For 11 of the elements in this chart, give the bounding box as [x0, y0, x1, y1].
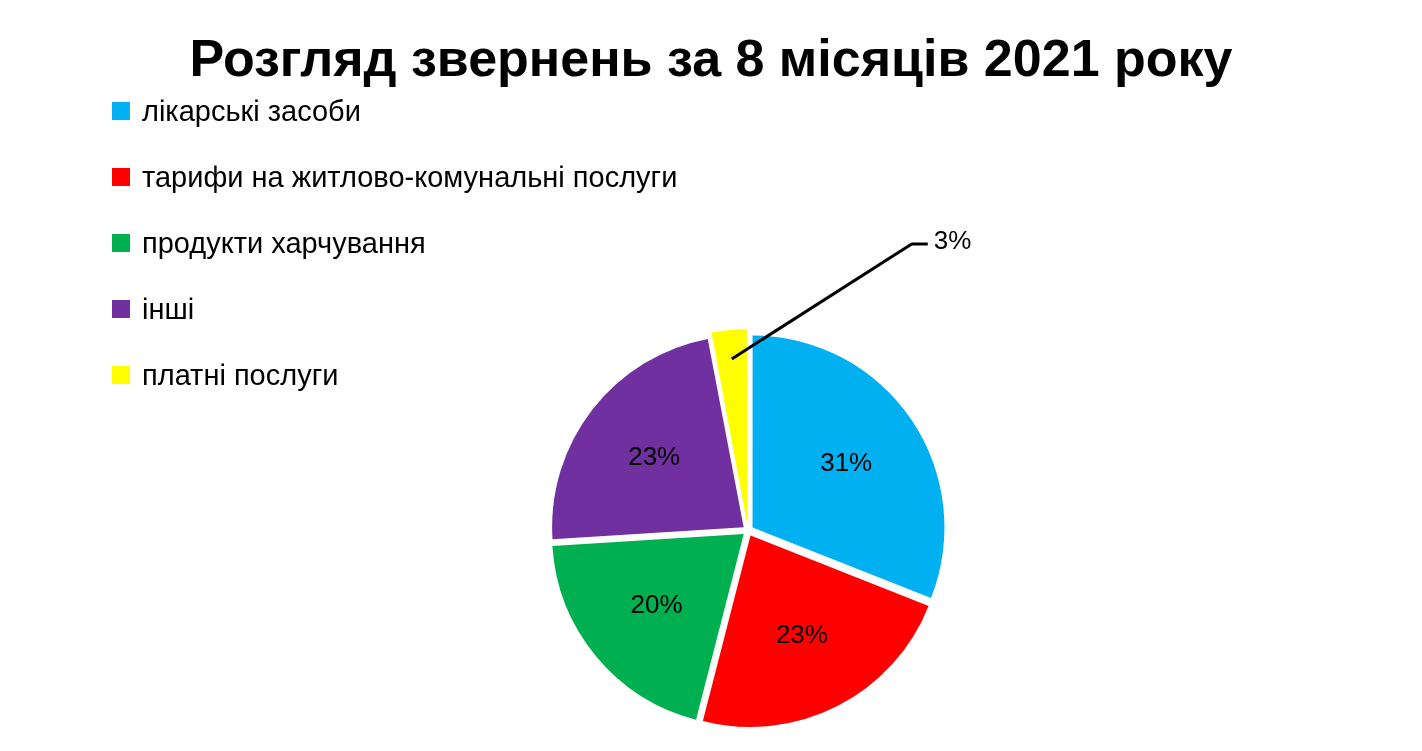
legend-label: продукти харчування	[142, 226, 426, 260]
legend-label: тарифи на житлово-комунальні послуги	[142, 160, 678, 194]
legend-label: платні послуги	[142, 358, 339, 392]
data-label: 23%	[775, 619, 828, 650]
chart-title: Розгляд звернень за 8 місяців 2021 року	[188, 28, 1234, 88]
legend-label: інші	[142, 292, 195, 326]
data-label: 23%	[628, 440, 681, 471]
data-label: 3%	[933, 225, 972, 256]
data-label: 20%	[630, 589, 683, 620]
legend-label: лікарські засоби	[142, 94, 361, 128]
data-label: 31%	[820, 446, 873, 477]
